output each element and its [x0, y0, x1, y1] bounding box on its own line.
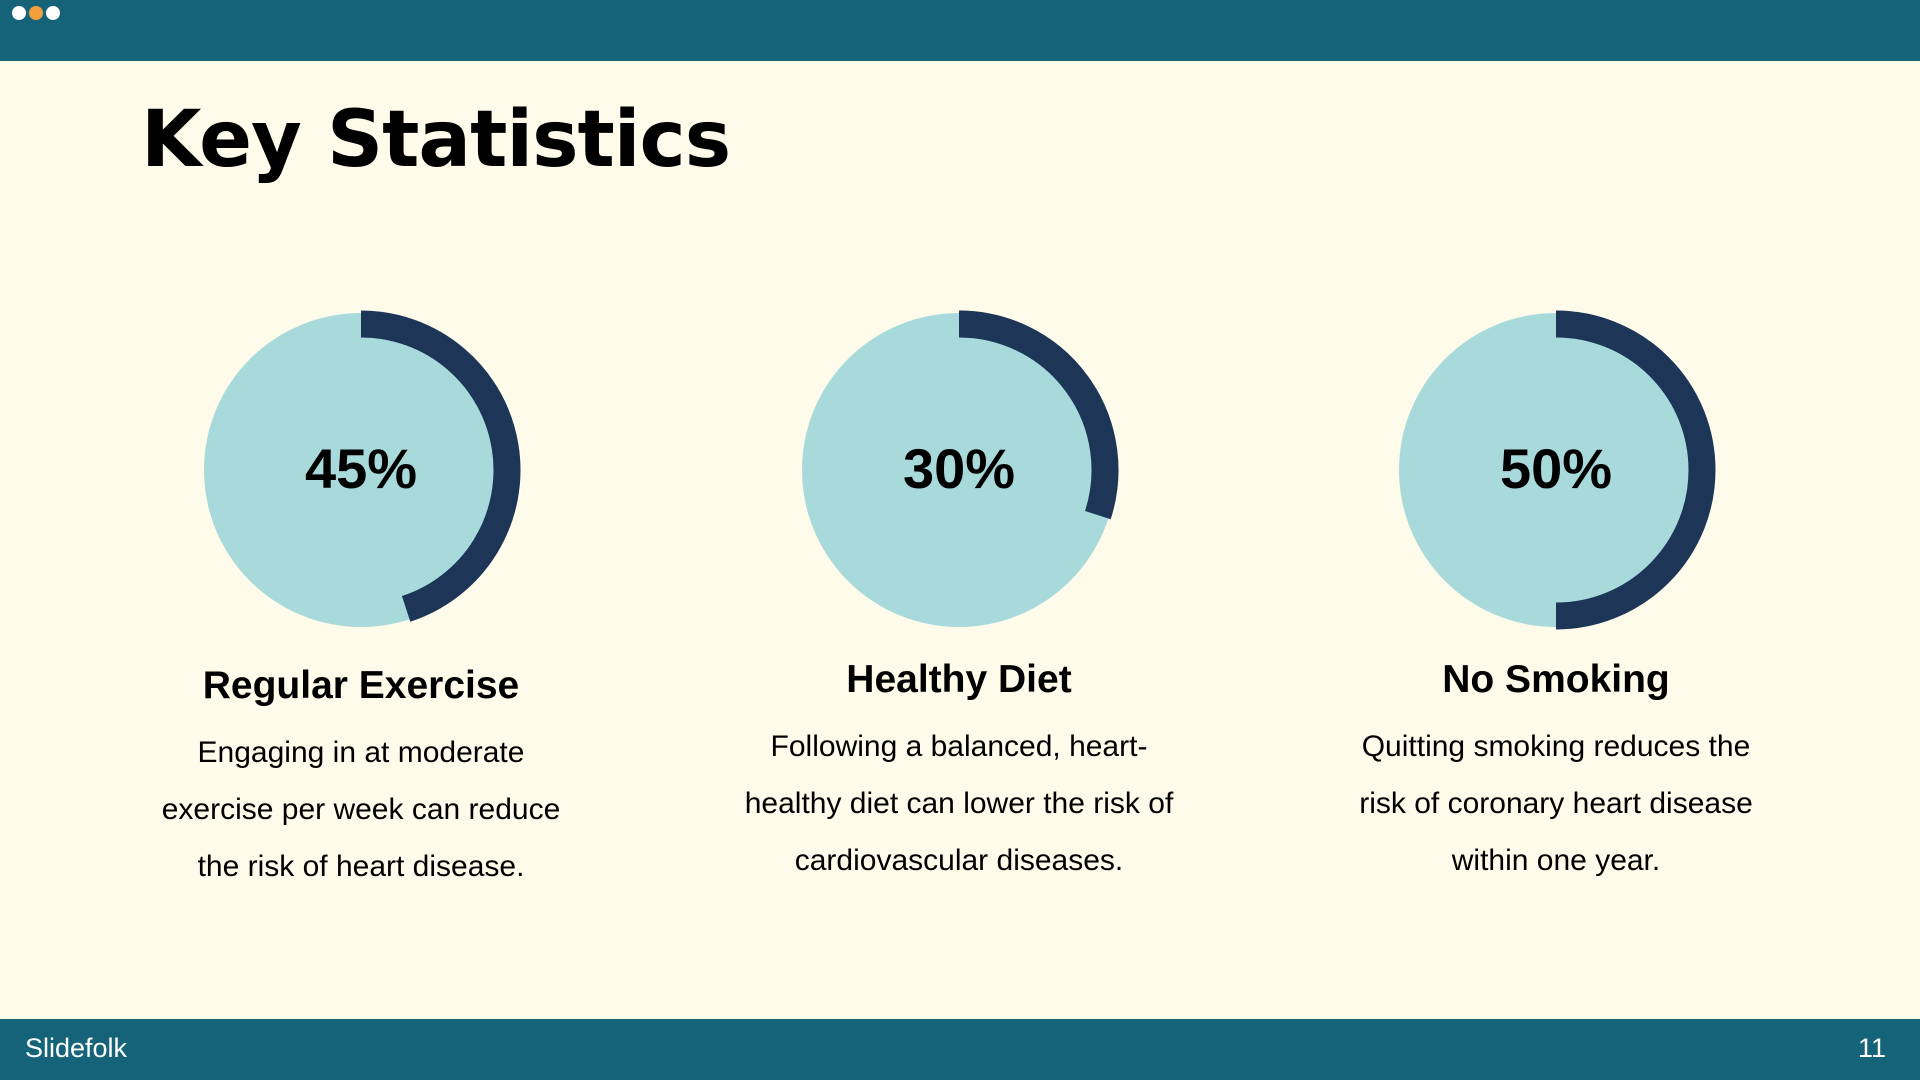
stat-description: Following a balanced, heart-healthy diet…: [744, 730, 1174, 877]
stat-description: Engaging in at moderate exercise per wee…: [161, 736, 561, 883]
stat-percent: 45%: [305, 437, 417, 500]
ring-progress-arc: [360, 310, 521, 622]
stat-percent: 50%: [1500, 437, 1612, 500]
window-dot-icon[interactable]: [46, 6, 60, 20]
progress-ring: 50%: [1399, 310, 1716, 630]
stat-percent: 30%: [903, 437, 1015, 500]
window-dot-icon[interactable]: [12, 6, 26, 20]
stat-card: 45% Regular Exercise Engaging in at mode…: [91, 300, 631, 895]
stat-card: 30% Healthy Diet Following a balanced, h…: [689, 300, 1229, 889]
ring-progress-arc: [1555, 310, 1716, 630]
stat-description: Quitting smoking reduces the risk of cor…: [1359, 730, 1753, 877]
slide-title: Key Statistics: [141, 95, 731, 185]
ring-track: [204, 313, 518, 627]
stat-label: Regular Exercise: [202, 664, 520, 707]
top-bar: [0, 0, 1920, 61]
ring-track: [1399, 313, 1713, 627]
progress-ring: 30%: [802, 310, 1119, 627]
stat-label: No Smoking: [1442, 658, 1670, 701]
page-number: 11: [1857, 1033, 1886, 1063]
progress-ring: 45%: [204, 310, 521, 627]
stat-card: 50% No Smoking Quitting smoking reduces …: [1286, 300, 1826, 889]
footer-bar: Slidefolk 11: [0, 1019, 1920, 1080]
window-dot-icon[interactable]: [29, 6, 43, 20]
brand-name: Slidefolk: [25, 1033, 128, 1063]
ring-track: [802, 313, 1116, 627]
ring-progress-arc: [958, 310, 1119, 520]
stat-label: Healthy Diet: [846, 658, 1072, 701]
